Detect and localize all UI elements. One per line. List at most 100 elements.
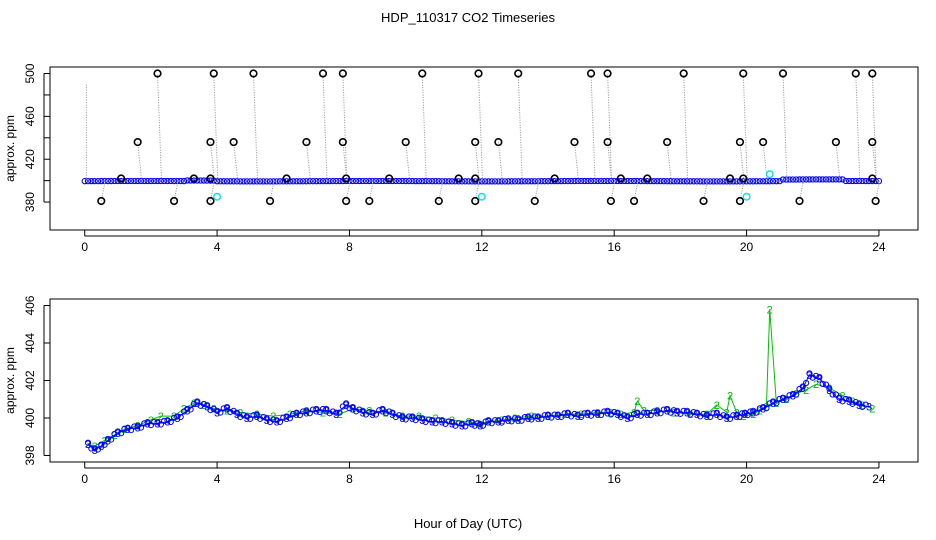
baseline-point <box>402 177 409 185</box>
baseline-point <box>144 177 151 185</box>
series-label-2: 2 <box>399 411 405 423</box>
series-label-3: 3 <box>654 407 660 419</box>
baseline-point <box>660 178 667 185</box>
series-label-3: 3 <box>614 409 620 421</box>
baseline-point <box>759 178 767 185</box>
series-label-3: 3 <box>350 404 356 416</box>
series-point-3 <box>101 441 108 448</box>
series-point-3 <box>250 412 257 419</box>
baseline-point <box>164 177 171 185</box>
baseline-point <box>167 177 174 185</box>
series-point-3 <box>760 404 767 411</box>
series-point-3 <box>227 408 234 416</box>
series-label-2: 2 <box>793 389 799 401</box>
x-tick-label: 24 <box>872 240 886 254</box>
baseline-point <box>690 178 697 185</box>
series-point-3 <box>571 410 578 418</box>
series-label-3: 3 <box>313 405 319 417</box>
series-label-2: 2 <box>631 407 637 419</box>
baseline-point <box>111 177 118 185</box>
x-tick-label: 0 <box>81 240 88 254</box>
series-point-3 <box>439 417 446 424</box>
series-label-3: 3 <box>770 398 776 410</box>
x-tick-label: 12 <box>475 472 489 486</box>
baseline-point <box>515 178 522 185</box>
baseline-point <box>796 176 803 183</box>
series-point-3 <box>465 419 472 426</box>
series-point-3 <box>836 394 843 401</box>
series-label-3: 3 <box>674 407 680 419</box>
series-point-3 <box>276 418 284 426</box>
outlier-point <box>471 174 480 183</box>
outlier-point <box>206 137 215 147</box>
series-point-3 <box>197 402 204 409</box>
baseline-point <box>693 178 701 185</box>
baseline-point <box>763 178 770 185</box>
outlier-point <box>338 69 347 78</box>
series-label-2: 2 <box>869 404 875 416</box>
series-label-2: 2 <box>158 411 164 423</box>
series-point-3 <box>518 417 525 424</box>
baseline-point <box>309 178 317 185</box>
series-point-3 <box>300 408 307 415</box>
series-point-3 <box>541 412 548 419</box>
series-point-3 <box>819 380 826 387</box>
baseline-point <box>756 178 763 185</box>
series-label-3: 3 <box>694 409 700 421</box>
series-label-2: 2 <box>92 441 98 453</box>
series-point-3 <box>766 400 773 407</box>
series-point-3 <box>290 410 297 418</box>
y-tick-label: 420 <box>23 149 37 169</box>
baseline-point <box>531 178 538 185</box>
baseline-point <box>829 176 836 183</box>
series-label-3: 3 <box>439 417 445 429</box>
baseline-point <box>323 177 330 185</box>
spike-line <box>478 73 484 181</box>
spike-line <box>233 142 239 181</box>
series-point-3 <box>479 422 487 429</box>
y-tick-label: 460 <box>23 106 37 126</box>
baseline-point <box>670 178 677 185</box>
series-label-3: 3 <box>750 407 756 419</box>
outlier-point <box>514 69 523 78</box>
baseline-point <box>630 177 638 185</box>
spike-line <box>573 142 579 181</box>
series-point-3 <box>739 410 746 417</box>
outlier-point <box>629 196 639 206</box>
baseline-point <box>465 178 472 185</box>
series-label-2: 2 <box>224 405 230 417</box>
series-label-2: 2 <box>773 398 779 410</box>
baseline-point <box>591 177 598 185</box>
baseline-point <box>677 178 684 185</box>
series-label-2: 2 <box>254 409 260 421</box>
outlier-point <box>778 69 788 78</box>
series-point-3 <box>779 394 787 401</box>
baseline-point <box>276 178 284 185</box>
series-point-3 <box>306 410 313 417</box>
outlier-point <box>570 137 579 147</box>
baseline-point <box>495 178 502 185</box>
baseline-point <box>581 177 588 185</box>
baseline-point <box>624 177 631 185</box>
series-point-3 <box>769 398 777 405</box>
series-point-3 <box>405 413 413 420</box>
series-point-3 <box>753 409 760 416</box>
series-label-3: 3 <box>714 409 720 421</box>
outlier-point <box>282 174 291 183</box>
series-point-3 <box>419 415 426 422</box>
series-label-3: 3 <box>780 394 786 406</box>
outlier-point <box>342 174 351 183</box>
outlier-point <box>474 69 483 78</box>
spike-line <box>100 180 106 202</box>
baseline-point <box>505 178 512 185</box>
baseline-point <box>597 177 605 185</box>
series-label-3: 3 <box>303 407 309 419</box>
outlier-point <box>338 137 347 147</box>
series-point-3 <box>455 420 462 427</box>
series-point-3 <box>141 420 148 427</box>
series-point-3 <box>842 395 849 403</box>
series-point-3 <box>657 410 664 417</box>
baseline-point <box>746 178 754 185</box>
series-label-3: 3 <box>333 409 339 421</box>
outlier-point <box>603 69 612 78</box>
